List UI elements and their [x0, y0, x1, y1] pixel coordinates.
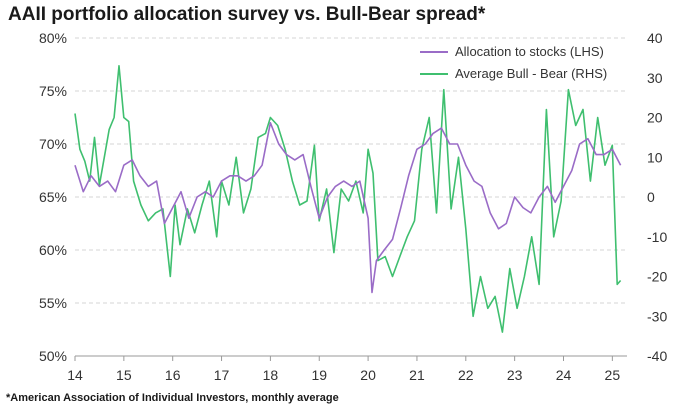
- legend-label: Allocation to stocks (LHS): [455, 44, 604, 59]
- legend: Allocation to stocks (LHS) Average Bull -…: [420, 44, 607, 81]
- x-tick-label: 16: [165, 367, 181, 383]
- y-axis-right: -40 -30 -20 -10 0 10 20 30 40: [647, 30, 667, 364]
- legend-label: Average Bull - Bear (RHS): [455, 66, 607, 81]
- x-axis: 14 15 16 17 18 19 20 21 22 23 24 25: [67, 356, 620, 383]
- x-tick-label: 23: [507, 367, 523, 383]
- chart-title: AAII portfolio allocation survey vs. Bul…: [8, 4, 486, 25]
- y-axis-left: 50% 55% 60% 65% 70% 75% 80%: [39, 30, 67, 364]
- y-right-tick-label: -20: [647, 269, 667, 285]
- y-left-tick-label: 80%: [39, 30, 67, 46]
- x-tick-label: 15: [116, 367, 132, 383]
- y-left-tick-label: 65%: [39, 189, 67, 205]
- footnote: *American Association of Individual Inve…: [6, 392, 339, 404]
- y-right-tick-label: 40: [647, 30, 663, 46]
- y-right-tick-label: 10: [647, 149, 663, 165]
- x-tick-label: 21: [409, 367, 425, 383]
- x-tick-label: 24: [556, 367, 572, 383]
- grid-lines: [75, 37, 627, 357]
- x-tick-label: 19: [311, 367, 327, 383]
- x-tick-label: 14: [67, 367, 83, 383]
- x-tick-label: 22: [458, 367, 474, 383]
- y-right-tick-label: -40: [647, 348, 667, 364]
- x-tick-label: 25: [605, 367, 621, 383]
- y-right-tick-label: 0: [647, 189, 655, 205]
- y-left-tick-label: 50%: [39, 348, 67, 364]
- y-left-tick-label: 70%: [39, 136, 67, 152]
- y-right-tick-label: 30: [647, 70, 663, 86]
- series-line-bull-bear: [74, 65, 622, 333]
- y-right-tick-label: -30: [647, 308, 667, 324]
- series-layer: [74, 65, 622, 333]
- x-tick-label: 18: [263, 367, 279, 383]
- y-left-tick-label: 60%: [39, 242, 67, 258]
- x-tick-label: 17: [214, 367, 230, 383]
- x-tick-label: 20: [360, 367, 376, 383]
- series-line-allocation: [74, 122, 622, 294]
- y-right-tick-label: 20: [647, 110, 663, 126]
- y-left-tick-label: 75%: [39, 83, 67, 99]
- y-right-tick-label: -10: [647, 229, 667, 245]
- y-left-tick-label: 55%: [39, 295, 67, 311]
